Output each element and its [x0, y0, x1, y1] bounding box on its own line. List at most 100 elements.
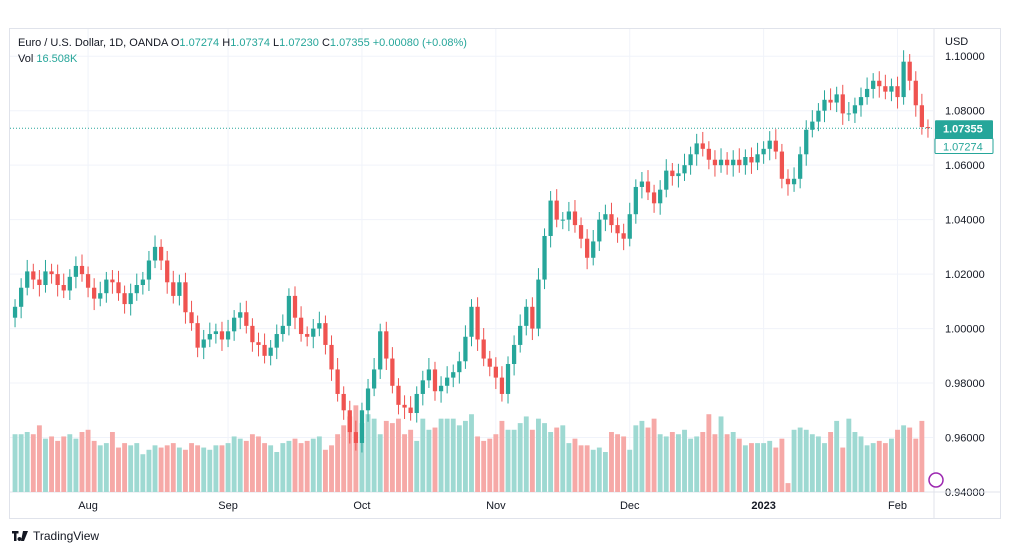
- candle-body: [189, 312, 194, 324]
- candle-body: [311, 328, 316, 337]
- candle-body: [158, 246, 164, 261]
- volume-bar: [736, 438, 742, 492]
- candle-body: [171, 282, 176, 296]
- candle-body: [609, 214, 614, 226]
- candle-body: [621, 233, 626, 239]
- candle-body: [524, 306, 529, 326]
- volume-bar: [73, 438, 79, 492]
- candle-body: [560, 219, 565, 221]
- volume-bar: [487, 438, 493, 492]
- volume-bar: [231, 436, 237, 492]
- volume-bar: [219, 445, 225, 492]
- candle-body: [43, 271, 48, 286]
- candle-body: [244, 312, 249, 326]
- volume-bar: [341, 425, 347, 492]
- candle-body: [895, 86, 900, 98]
- candle-body: [55, 274, 60, 286]
- candle-body: [591, 241, 596, 258]
- x-tick-label: 2023: [751, 500, 775, 512]
- volume-bar: [91, 440, 97, 492]
- candle-body: [658, 189, 663, 204]
- y-tick-label: 1.10000: [945, 51, 985, 63]
- volume-bar: [49, 436, 54, 492]
- volume-bar: [846, 418, 852, 492]
- tradingview-logo-icon[interactable]: [12, 531, 28, 541]
- volume-row: Vol 16.508K: [18, 51, 467, 67]
- close-value: 1.07355: [329, 37, 370, 49]
- volume-bar: [803, 429, 809, 492]
- legend: Euro / U.S. Dollar, 1D, OANDA O1.07274 H…: [18, 35, 467, 67]
- candle-body: [335, 369, 340, 394]
- candle-body: [688, 154, 693, 166]
- candle-body: [639, 181, 645, 187]
- volume-bar: [140, 454, 146, 492]
- candle-body: [31, 271, 36, 280]
- candle-body: [49, 271, 54, 275]
- volume-label[interactable]: Vol: [18, 53, 34, 65]
- volume-bar: [389, 423, 395, 492]
- candle-body: [195, 323, 200, 348]
- candle-body: [858, 97, 864, 106]
- candle-body: [73, 265, 79, 277]
- candle-body: [676, 173, 681, 177]
- candle-body: [749, 157, 754, 163]
- candle-body: [743, 157, 748, 166]
- volume-bar: [329, 445, 334, 492]
- volume-bar: [529, 429, 535, 492]
- volume-bar: [97, 445, 103, 492]
- volume-bar: [30, 434, 36, 492]
- candle-body: [371, 369, 377, 389]
- candle-body: [475, 306, 480, 340]
- brand-label[interactable]: TradingView: [33, 529, 100, 543]
- volume-bar: [718, 416, 724, 492]
- volume-bar: [207, 449, 213, 492]
- volume-bar: [152, 445, 158, 492]
- candle-body: [804, 129, 809, 155]
- open-price-box: [934, 137, 994, 154]
- volume-bar: [347, 416, 353, 492]
- close-label: C: [321, 37, 330, 49]
- candle-body: [37, 279, 42, 286]
- volume-bar: [822, 443, 827, 492]
- volume-bar: [536, 418, 541, 492]
- candle-body: [585, 238, 590, 258]
- currency-label: USD: [945, 36, 968, 48]
- volume-bar: [213, 445, 219, 492]
- volume-bar: [128, 445, 134, 492]
- volume-bar: [889, 438, 894, 492]
- candle-body: [919, 105, 925, 128]
- candle-body: [773, 140, 778, 152]
- volume-bar: [596, 447, 602, 492]
- volume-bar: [61, 436, 67, 492]
- volume-bar: [669, 432, 675, 492]
- candle-body: [232, 317, 237, 332]
- volume-bar: [195, 445, 201, 492]
- candle-body: [305, 334, 310, 337]
- volume-bar: [462, 420, 468, 492]
- change-value: +0.00080 (+0.08%): [372, 37, 467, 49]
- candle-body: [737, 159, 742, 166]
- volume-bar: [511, 429, 517, 492]
- volume-bar: [396, 418, 401, 492]
- volume-bar: [414, 440, 420, 492]
- volume-bar: [444, 418, 450, 492]
- x-tick-label: Nov: [486, 500, 506, 512]
- candle-body: [706, 148, 711, 160]
- candle-body: [426, 369, 432, 381]
- symbol-label[interactable]: Euro / U.S. Dollar, 1D, OANDA: [18, 37, 168, 49]
- volume-bar: [268, 445, 274, 492]
- volume-bar: [67, 434, 73, 492]
- candle-body: [871, 80, 876, 89]
- candle-body: [572, 211, 578, 226]
- low-value: 1.07230: [279, 37, 319, 49]
- last-price-label: 1.07355: [943, 123, 983, 135]
- volume-bar: [158, 447, 164, 492]
- candle-body: [85, 274, 91, 288]
- scroll-to-realtime-icon[interactable]: [928, 472, 944, 488]
- candle-body: [359, 410, 365, 443]
- volume-bar: [164, 445, 170, 492]
- volume-bar: [852, 432, 858, 492]
- volume-bar: [876, 440, 882, 492]
- candle-body: [651, 192, 657, 204]
